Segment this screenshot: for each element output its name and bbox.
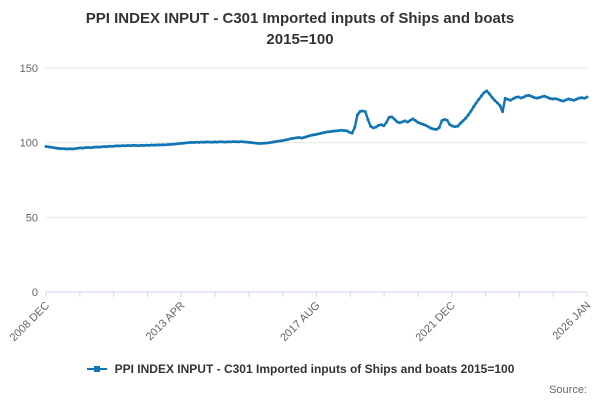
chart-title-line2: 2015=100 <box>266 31 334 48</box>
y-axis-tick-label: 150 <box>20 63 38 75</box>
x-axis-tick-label: 2026 JAN <box>550 300 593 343</box>
x-axis-tick-label: 2008 DEC <box>8 300 52 344</box>
legend-line-marker-icon <box>86 366 107 372</box>
legend-label: PPI INDEX INPUT - C301 Imported inputs o… <box>114 362 515 376</box>
y-axis-tick-label: 100 <box>20 138 38 150</box>
legend: PPI INDEX INPUT - C301 Imported inputs o… <box>0 362 600 376</box>
x-axis-tick-label: 2021 DEC <box>413 300 457 344</box>
chart-title: PPI INDEX INPUT - C301 Imported inputs o… <box>0 8 600 50</box>
legend-item[interactable]: PPI INDEX INPUT - C301 Imported inputs o… <box>86 362 515 376</box>
source-label: Source: <box>549 384 587 396</box>
line-chart-plot: 0 50 100 150 2008 DEC 2013 APR 2017 AUG 2021 DE… <box>8 63 593 344</box>
y-axis-tick-label: 0 <box>32 287 38 299</box>
y-axis-tick-label: 50 <box>26 212 38 224</box>
x-axis-tick-label: 2017 AUG <box>278 300 322 344</box>
chart-title-line1: PPI INDEX INPUT - C301 Imported inputs o… <box>85 10 515 27</box>
x-axis-tick-label: 2013 APR <box>144 300 188 344</box>
